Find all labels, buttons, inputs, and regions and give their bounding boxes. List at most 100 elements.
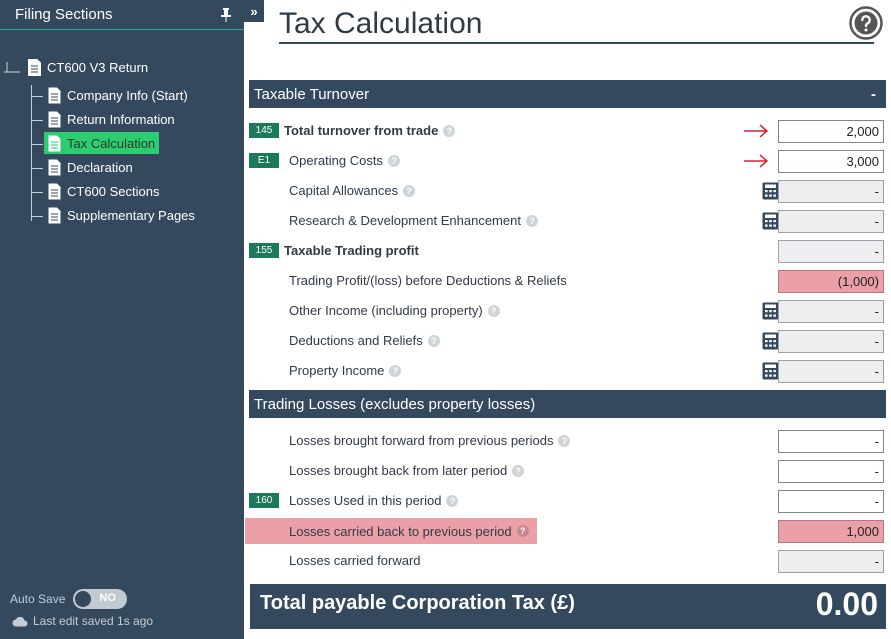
help-icon[interactable]: ? — [387, 154, 400, 167]
help-icon[interactable]: ? — [443, 124, 456, 137]
row-label: Taxable Trading profit — [284, 243, 419, 258]
calculator-icon[interactable] — [762, 332, 779, 350]
calculator-icon[interactable] — [762, 302, 779, 320]
autosave-label: Auto Save — [10, 592, 66, 606]
trading-profit-loss-field: (1,000) — [778, 270, 884, 293]
row-losses-brought-back: Losses brought back from later period? - — [249, 456, 886, 486]
taxable-trading-profit-field: - — [778, 240, 884, 263]
property-income-field: - — [778, 360, 884, 383]
row-taxable-trading-profit: 155 Taxable Trading profit - — [249, 236, 886, 266]
row-capital-allowances: Capital Allowances? - — [249, 176, 886, 206]
box-number-badge: 160 — [249, 493, 279, 508]
operating-costs-input[interactable]: 3,000 — [778, 150, 884, 173]
row-label-text: Losses brought forward from previous per… — [289, 433, 554, 448]
row-other-income: Other Income (including property)? - — [249, 296, 886, 326]
sidebar-item-label: CT600 Sections — [67, 183, 160, 199]
row-label-text: Operating Costs — [289, 153, 383, 168]
sidebar-item-return-information[interactable]: Return Information — [44, 108, 179, 130]
row-label: Capital Allowances? — [289, 183, 416, 198]
tree-branch-icon — [4, 61, 20, 72]
tree-connector — [31, 120, 43, 121]
last-saved-text: Last edit saved 1s ago — [33, 614, 154, 628]
help-icon[interactable]: ? — [487, 304, 500, 317]
capital-allowances-field: - — [778, 180, 884, 203]
help-icon[interactable]: ? — [446, 494, 459, 507]
tree-connector — [31, 144, 43, 145]
row-label-text: Losses carried back to previous period — [289, 523, 512, 539]
box-number-badge: E1 — [249, 153, 279, 168]
sidebar-item-label: Tax Calculation — [67, 135, 156, 151]
tree-connector — [31, 168, 43, 169]
row-label: Losses carried back to previous period? — [245, 518, 537, 544]
page-title: Tax Calculation — [279, 7, 483, 40]
tree-connector — [31, 192, 43, 193]
sidebar-item-declaration[interactable]: Declaration — [44, 156, 137, 178]
row-label-text: Capital Allowances — [289, 183, 399, 198]
help-icon[interactable]: ? — [558, 434, 571, 447]
row-label: Losses brought forward from previous per… — [289, 433, 571, 448]
row-label: Operating Costs? — [289, 153, 400, 168]
cloud-icon — [12, 616, 28, 626]
turnover-input[interactable]: 2,000 — [778, 120, 884, 143]
sidebar-item-company-info[interactable]: Company Info (Start) — [44, 84, 192, 106]
filing-sections-sidebar: Filing Sections CT600 V3 Return — [0, 0, 244, 639]
section-header-trading-losses[interactable]: Trading Losses (excludes property losses… — [249, 390, 886, 418]
row-property-income: Property Income? - — [249, 356, 886, 386]
help-icon[interactable]: ? — [516, 525, 529, 537]
collapse-sidebar-button[interactable]: » — [244, 0, 264, 22]
sidebar-item-label: Declaration — [67, 159, 133, 175]
question-circle-icon[interactable] — [849, 6, 883, 40]
losses-brought-forward-input[interactable]: - — [778, 430, 884, 453]
help-icon[interactable]: ? — [389, 364, 402, 377]
section-title: Taxable Turnover — [254, 85, 370, 103]
row-losses-used: 160 Losses Used in this period? - — [249, 486, 886, 516]
pin-icon[interactable] — [220, 7, 232, 22]
autosave-state: NO — [99, 592, 116, 604]
row-deductions-reliefs: Deductions and Reliefs? - — [249, 326, 886, 356]
autosave-toggle[interactable]: NO — [73, 589, 128, 609]
document-icon — [48, 183, 61, 199]
sidebar-item-tax-calculation[interactable]: Tax Calculation — [44, 132, 160, 154]
help-icon[interactable]: ? — [512, 464, 525, 477]
losses-carried-forward-field: - — [778, 550, 884, 573]
document-icon — [48, 159, 61, 175]
losses-used-input[interactable]: - — [778, 490, 884, 513]
row-losses-brought-forward: Losses brought forward from previous per… — [249, 426, 886, 456]
row-label-text: Losses Used in this period — [289, 493, 442, 508]
sidebar-item-label: Company Info (Start) — [67, 87, 188, 103]
row-label: Deductions and Reliefs? — [289, 333, 440, 348]
help-icon[interactable]: ? — [427, 334, 440, 347]
section-collapse-toggle[interactable]: - — [871, 85, 876, 103]
document-icon — [28, 59, 41, 76]
title-divider — [279, 42, 874, 44]
losses-brought-back-input[interactable]: - — [778, 460, 884, 483]
row-label-text: Property Income — [289, 363, 385, 378]
document-icon — [48, 207, 61, 223]
sidebar-item-label: Return Information — [67, 111, 175, 127]
row-losses-carried-forward: Losses carried forward - — [249, 546, 886, 576]
sidebar-item-ct600-sections[interactable]: CT600 Sections — [44, 180, 164, 202]
tree-root-ct600[interactable]: CT600 V3 Return — [4, 59, 148, 76]
section-header-taxable-turnover[interactable]: Taxable Turnover - — [249, 80, 886, 108]
row-label: Research & Development Enhancement? — [289, 213, 538, 228]
calculator-icon[interactable] — [762, 182, 779, 200]
row-label: Total turnover from trade? — [284, 123, 456, 138]
calculator-icon[interactable] — [762, 362, 779, 380]
red-arrow-icon — [744, 124, 769, 138]
row-label: Losses brought back from later period? — [289, 463, 525, 478]
losses-carried-back-input[interactable]: 1,000 — [778, 520, 884, 543]
tree-root-label: CT600 V3 Return — [47, 60, 149, 75]
tree-connector — [31, 96, 43, 97]
document-icon — [48, 111, 61, 127]
rd-enhancement-field: - — [778, 210, 884, 233]
sidebar-title: Filing Sections — [15, 6, 113, 23]
row-label: Property Income? — [289, 363, 402, 378]
help-icon[interactable]: ? — [525, 214, 538, 227]
sidebar-item-supplementary-pages[interactable]: Supplementary Pages — [44, 204, 199, 226]
sidebar-item-label: Supplementary Pages — [67, 207, 195, 223]
deductions-reliefs-field: - — [778, 330, 884, 353]
row-label-text: Other Income (including property) — [289, 303, 483, 318]
calculator-icon[interactable] — [762, 212, 779, 230]
help-icon[interactable]: ? — [403, 184, 416, 197]
row-rd-enhancement: Research & Development Enhancement? - — [249, 206, 886, 236]
